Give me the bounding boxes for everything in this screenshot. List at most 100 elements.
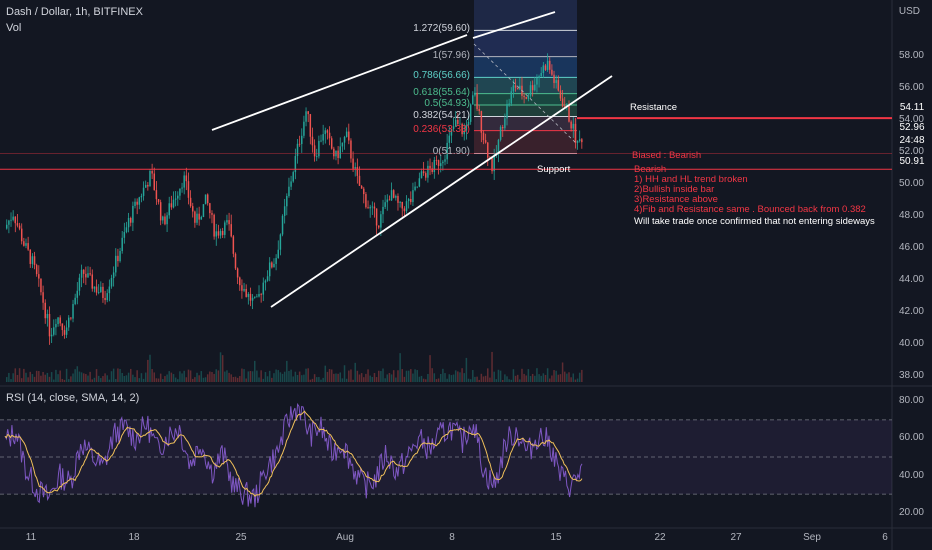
volume-bar — [74, 369, 76, 382]
fib-zone — [474, 116, 577, 131]
candle-body — [501, 127, 504, 129]
volume-bar — [546, 368, 549, 382]
candle-body — [476, 92, 478, 110]
volume-bar — [574, 379, 577, 382]
volume-bar — [125, 375, 128, 382]
volume-bar — [144, 372, 147, 382]
volume-bar — [29, 371, 32, 382]
volume-bar — [499, 370, 502, 382]
rsi-label[interactable]: RSI (14, close, SMA, 14, 2) — [6, 392, 140, 404]
last-price: 52.96 — [899, 122, 925, 133]
candle-body — [202, 204, 205, 217]
volume-bars — [6, 351, 583, 382]
candle-body — [260, 294, 262, 295]
volume-bar — [504, 374, 506, 382]
candle-body — [382, 206, 384, 215]
volume-bar — [544, 374, 547, 382]
candle-body — [352, 158, 354, 169]
volume-bar — [251, 371, 254, 382]
fib-zone — [474, 30, 577, 57]
candle-body — [519, 85, 521, 90]
candle-body — [371, 206, 374, 208]
candle-body — [147, 184, 149, 187]
candle-body — [578, 139, 581, 141]
volume-bar — [174, 377, 177, 382]
volume-bar — [162, 379, 164, 382]
candle-body — [106, 293, 108, 301]
time-tick-label: 25 — [235, 532, 247, 543]
volume-bar — [578, 372, 581, 382]
volume-bar — [444, 373, 446, 382]
candle-body — [213, 214, 215, 237]
volume-bar — [392, 370, 395, 382]
volume-bar — [437, 378, 440, 382]
volume-bar — [487, 368, 489, 382]
candle-body — [63, 330, 66, 335]
volume-bar — [115, 378, 117, 382]
volume-label[interactable]: Vol — [6, 22, 22, 34]
volume-bar — [542, 373, 545, 382]
volume-bar — [277, 370, 280, 382]
volume-bar — [416, 370, 418, 382]
volume-bar — [476, 376, 478, 382]
volume-bar — [245, 378, 247, 382]
candle-body — [82, 269, 85, 274]
volume-bar — [82, 373, 85, 382]
candle-body — [549, 60, 551, 70]
candle-body — [301, 135, 303, 145]
volume-bar — [228, 372, 230, 382]
candle-body — [31, 256, 34, 264]
candle-body — [89, 273, 91, 275]
volume-bar — [187, 369, 190, 382]
volume-bar — [91, 379, 94, 382]
volume-bar — [159, 373, 162, 382]
candle-body — [129, 217, 132, 223]
volume-bar — [318, 377, 320, 382]
candle-body — [425, 173, 427, 178]
price-tick-label: 52.00 — [898, 145, 924, 157]
time-tick-label: Aug — [336, 532, 354, 543]
candle-body — [390, 190, 393, 201]
candle-body — [433, 160, 436, 173]
candle-body — [420, 171, 423, 179]
volume-bar — [307, 368, 309, 382]
candle-body — [258, 294, 260, 297]
candle-body — [72, 304, 74, 319]
volume-bar — [260, 370, 262, 382]
volume-bar — [87, 375, 89, 382]
note-1: 1) HH and HL trend broken — [634, 174, 748, 185]
upper-channel-line — [211, 34, 468, 131]
volume-bar — [271, 377, 273, 382]
volume-bar — [405, 370, 408, 382]
candle-body — [179, 188, 181, 196]
volume-bar — [157, 378, 160, 382]
volume-bar — [371, 376, 374, 382]
volume-bar — [352, 379, 354, 382]
fib-zone — [474, 77, 577, 94]
candle-body — [288, 186, 290, 197]
candle-body — [326, 130, 329, 133]
volume-bar — [427, 373, 429, 382]
candle-body — [271, 262, 273, 268]
rsi-tick-label: 20.00 — [898, 506, 924, 518]
volume-bar — [185, 377, 188, 382]
candle-body — [397, 195, 399, 203]
volume-bar — [170, 372, 173, 382]
candle-body — [151, 170, 153, 174]
candle-body — [136, 201, 138, 205]
symbol-title[interactable]: Dash / Dollar, 1h, BITFINEX — [6, 6, 143, 18]
candle-body — [132, 205, 134, 223]
volume-bar — [213, 373, 215, 382]
volume-bar — [117, 368, 119, 382]
candle-body — [534, 84, 536, 91]
volume-bar — [330, 369, 333, 382]
candle-body — [80, 269, 83, 278]
volume-bar — [461, 368, 463, 382]
volume-bar — [217, 370, 220, 382]
candle-body — [95, 286, 98, 293]
volume-bar — [480, 373, 483, 382]
biased-label: Biased : Bearish — [632, 150, 702, 161]
